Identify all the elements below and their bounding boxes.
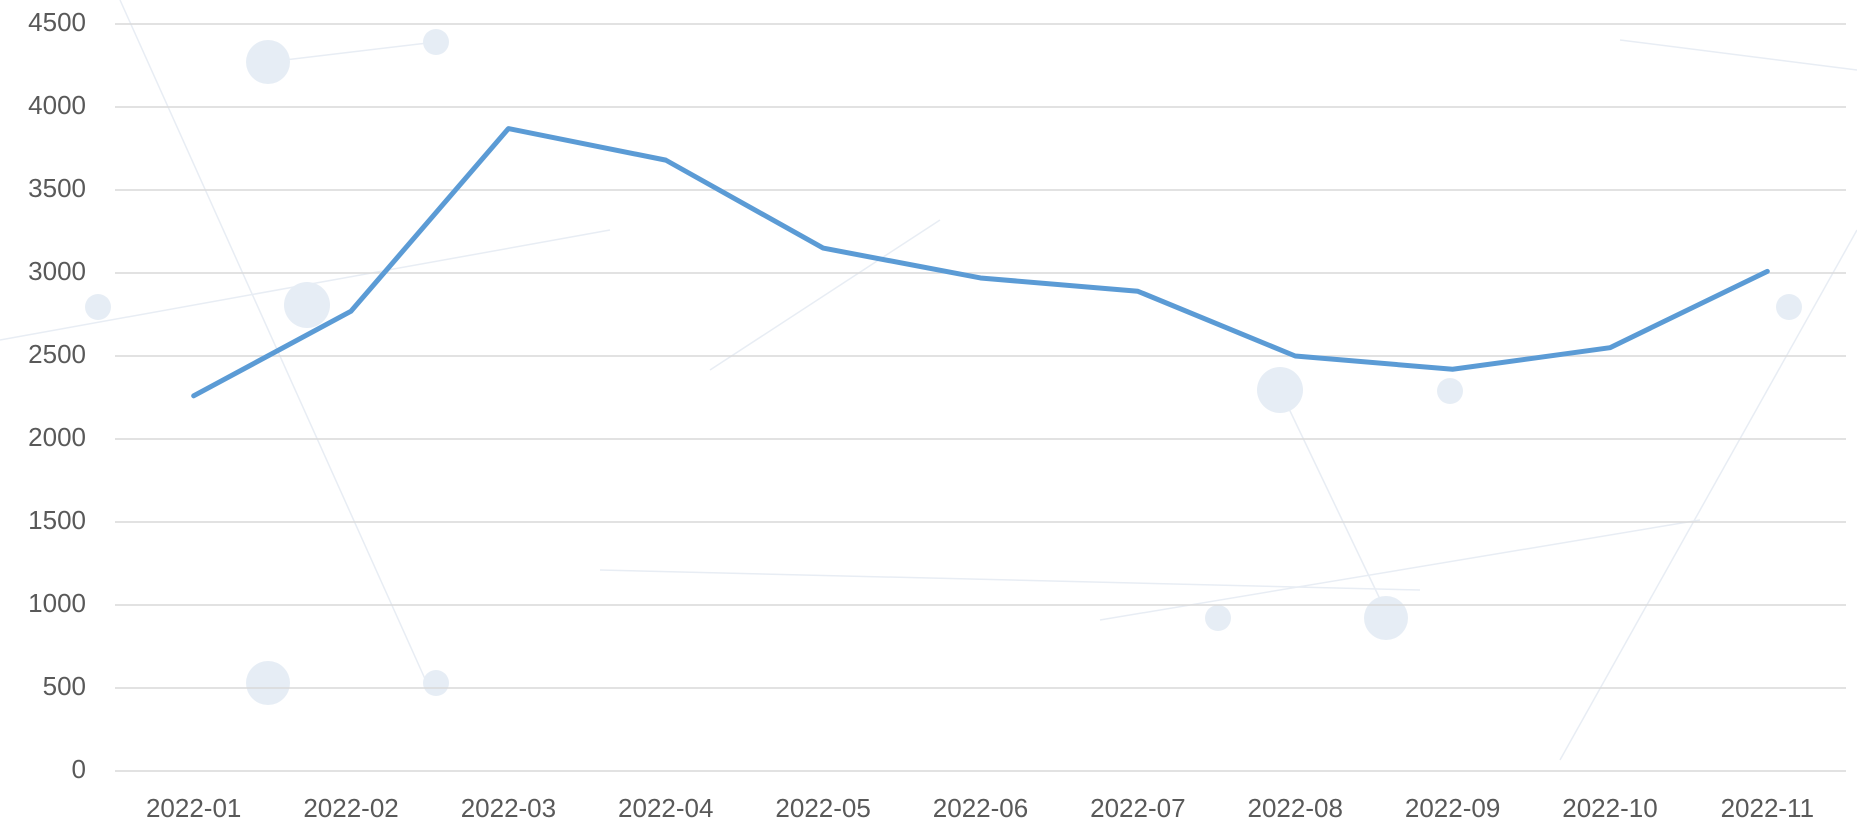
x-tick-label: 2022-10 [1562,793,1657,823]
bg-line [709,219,941,371]
bg-dot [246,661,290,705]
bg-dot [85,294,111,320]
y-tick-label: 1500 [28,505,86,535]
bg-line [267,41,437,63]
y-tick-label: 3500 [28,173,86,203]
bg-dot [1364,596,1408,640]
bg-line [1559,229,1857,761]
bg-dot [1776,294,1802,320]
bg-dot [423,29,449,55]
data-line [191,126,1770,399]
x-tick-label: 2022-06 [933,793,1028,823]
x-tick-label: 2022-04 [618,793,713,823]
background-pattern [0,0,1857,761]
bg-line [599,569,1421,591]
bg-dot [1205,605,1231,631]
bg-dot [246,40,290,84]
y-tick-label: 4500 [28,7,86,37]
x-tick-label: 2022-03 [461,793,556,823]
y-tick-label: 500 [43,671,86,701]
x-tick-label: 2022-02 [303,793,398,823]
x-tick-label: 2022-09 [1405,793,1500,823]
y-tick-label: 3000 [28,256,86,286]
x-tick-label: 2022-11 [1721,793,1815,823]
x-tick-label: 2022-08 [1248,793,1343,823]
bg-line [1619,39,1857,71]
bg-line [1279,389,1391,621]
y-tick-label: 4000 [28,90,86,120]
bg-line [1099,519,1701,621]
y-tick-label: 1000 [28,588,86,618]
bg-dot [1437,378,1463,404]
x-tick-label: 2022-07 [1090,793,1185,823]
bg-dot [1257,367,1303,413]
y-tick-label: 2500 [28,339,86,369]
bg-line [119,0,431,691]
bg-dot [423,670,449,696]
x-tick-label: 2022-05 [775,793,870,823]
y-tick-label: 2000 [28,422,86,452]
x-tick-label: 2022-01 [146,793,241,823]
y-tick-label: 0 [72,754,86,784]
bg-dot [284,282,330,328]
